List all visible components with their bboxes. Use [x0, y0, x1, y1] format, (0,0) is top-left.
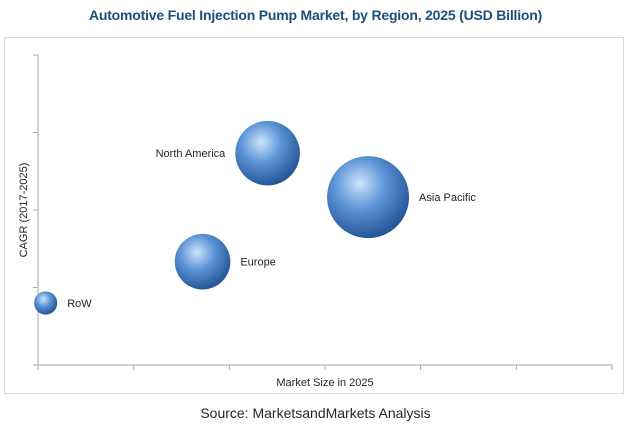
source-note: Source: MarketsandMarkets Analysis	[200, 405, 431, 421]
chart-title: Automotive Fuel Injection Pump Market, b…	[88, 7, 543, 23]
bubble-label-row: RoW	[67, 298, 92, 310]
bubble-row	[34, 291, 58, 315]
bubble-label-europe: Europe	[240, 257, 275, 269]
y-axis-label: CAGR (2017-2025)	[18, 163, 30, 258]
bubble-europe	[174, 233, 231, 290]
bubble-asia-pacific	[327, 156, 410, 239]
bubble-north-america	[235, 120, 300, 186]
x-axis-label: Market Size in 2025	[276, 377, 373, 389]
chart-frame	[4, 37, 624, 394]
bubble-label-asia-pacific: Asia Pacific	[419, 192, 476, 204]
bubble-label-north-america: North America	[156, 148, 227, 160]
